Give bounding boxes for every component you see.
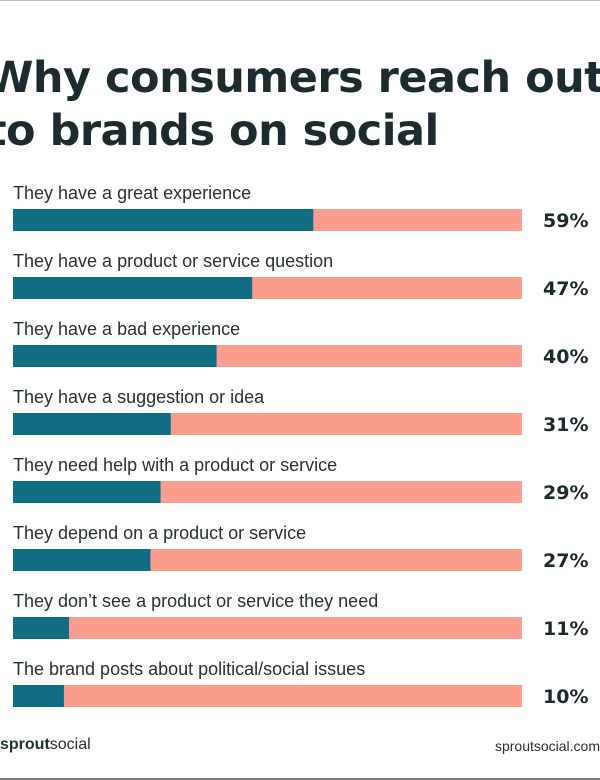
bar-row: They need help with a product or service… — [13, 455, 588, 504]
category-label: They have a suggestion or idea — [13, 387, 265, 407]
value-label: 10% — [543, 686, 588, 708]
category-label: They have a bad experience — [13, 319, 240, 339]
bar — [13, 685, 64, 707]
bar-row: They have a bad experience 40% — [13, 319, 588, 368]
bar — [13, 549, 151, 571]
value-label: 31% — [543, 414, 588, 436]
logo-bold-text: sprout — [0, 736, 50, 753]
category-label: The brand posts about political/social i… — [13, 659, 365, 679]
category-label: They don’t see a product or service they… — [13, 591, 378, 611]
category-label: They have a product or service question — [13, 251, 333, 271]
bar — [13, 481, 161, 503]
sproutsocial-logo: sproutsocial — [0, 736, 91, 754]
chart-title-line-2: to brands on social — [0, 106, 439, 156]
bar-row: They depend on a product or service 27% — [13, 523, 588, 572]
top-border — [0, 0, 600, 1]
category-label: They depend on a product or service — [13, 523, 306, 543]
value-label: 27% — [543, 550, 588, 572]
bottom-border — [0, 778, 600, 780]
bar — [13, 617, 69, 639]
category-label: They have a great experience — [13, 183, 251, 203]
category-label: They need help with a product or service — [13, 455, 337, 475]
value-label: 29% — [543, 482, 588, 504]
bar — [13, 277, 253, 299]
footer-url: sproutsocial.com — [494, 738, 600, 754]
bar — [13, 345, 217, 367]
bar-track — [13, 617, 522, 639]
bar-row: They have a suggestion or idea 31% — [13, 387, 588, 436]
bar-row: The brand posts about political/social i… — [13, 659, 588, 708]
chart-title: Why consumers reach out to brands on soc… — [0, 52, 600, 158]
value-label: 11% — [543, 618, 588, 640]
bar-row: They have a great experience 59% — [13, 183, 588, 232]
bar-row: They have a product or service question 4… — [13, 251, 588, 300]
logo-regular-text: social — [49, 736, 91, 753]
value-label: 47% — [543, 278, 588, 300]
value-label: 40% — [543, 346, 588, 368]
chart-title-line-1: Why consumers reach out — [0, 53, 600, 103]
bar — [13, 209, 314, 231]
bar-row: They don’t see a product or service they… — [13, 591, 588, 640]
value-label: 59% — [543, 210, 588, 232]
bar — [13, 413, 171, 435]
bar-track — [13, 685, 522, 707]
